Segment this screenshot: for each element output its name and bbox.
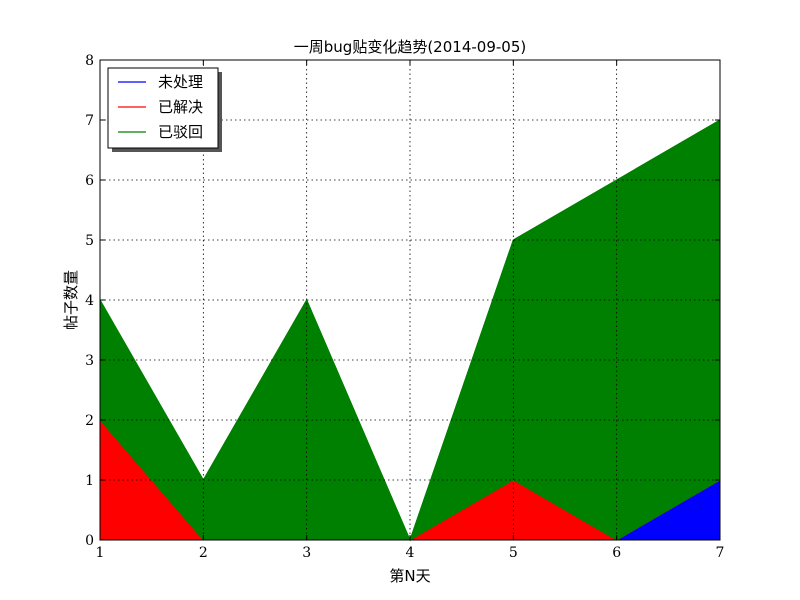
y-tick-label: 8 [85, 53, 94, 69]
y-tick-label: 7 [85, 113, 94, 129]
y-tick-label: 1 [85, 473, 94, 489]
x-tick-label: 2 [199, 545, 208, 561]
legend-box [107, 67, 219, 149]
y-tick-label: 5 [85, 233, 94, 249]
legend-label-rejected: 已驳回 [158, 123, 203, 141]
legend-label-resolved: 已解决 [158, 98, 203, 116]
x-axis-label: 第N天 [389, 567, 430, 585]
y-tick-label: 2 [85, 413, 94, 429]
chart-title: 一周bug贴变化趋势(2014-09-05) [294, 38, 526, 56]
y-tick-label: 0 [85, 533, 94, 549]
x-tick-label: 4 [406, 545, 415, 561]
x-tick-label: 6 [612, 545, 621, 561]
x-tick-label: 7 [716, 545, 725, 561]
legend-label-unprocessed: 未处理 [158, 73, 203, 91]
x-tick-label: 3 [302, 545, 311, 561]
y-tick-label: 3 [85, 353, 94, 369]
grid [100, 60, 720, 540]
y-tick-label: 4 [85, 293, 94, 309]
y-tick-label: 6 [85, 173, 94, 189]
x-tick-label: 5 [509, 545, 518, 561]
y-axis-label: 帖子数量 [62, 270, 80, 330]
x-tick-label: 1 [96, 545, 105, 561]
legend: 未处理 已解决 已驳回 [107, 67, 222, 152]
